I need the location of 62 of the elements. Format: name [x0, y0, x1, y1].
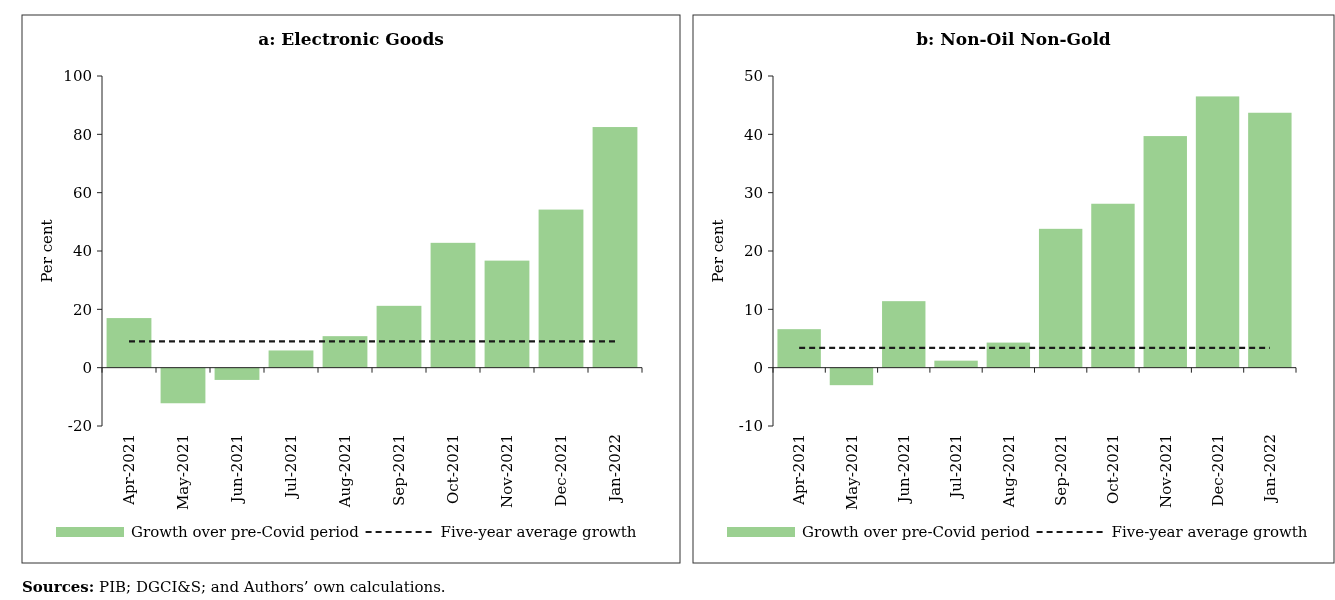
x-tick-label: Dec-2021: [552, 434, 571, 507]
y-tick-label: 0: [82, 358, 92, 377]
bar: [986, 342, 1031, 368]
x-tick-label: Sep-2021: [390, 434, 409, 506]
chart-title: a: Electronic Goods: [258, 29, 444, 49]
bar: [376, 305, 422, 368]
y-tick-label: 80: [72, 125, 92, 144]
x-tick-label: Jan-2022: [1261, 434, 1280, 504]
y-tick-label: 100: [63, 67, 92, 86]
bar: [322, 336, 368, 368]
bar: [538, 209, 584, 368]
x-tick-label: Jun-2021: [895, 434, 913, 505]
x-tick-label: Dec-2021: [1208, 434, 1227, 507]
y-tick-label: 20: [72, 300, 92, 319]
y-tick-label: 10: [743, 300, 763, 319]
x-tick-label: Nov-2021: [1156, 434, 1175, 508]
x-tick-label: Jul-2021: [282, 434, 301, 500]
x-tick-label: May-2021: [174, 434, 193, 511]
bar: [777, 329, 821, 368]
y-tick-label: 20: [743, 242, 763, 261]
bar: [1143, 136, 1187, 368]
x-tick-label: Nov-2021: [498, 434, 517, 508]
bar: [882, 301, 926, 368]
y-tick-label: 40: [72, 242, 92, 261]
y-tick-label: -10: [738, 417, 763, 436]
bar: [430, 242, 476, 368]
bar: [1195, 96, 1240, 368]
x-tick-label: Oct-2021: [444, 434, 463, 504]
legend-label: Growth over pre-Covid period: [131, 523, 360, 542]
legend-label: Five-year average growth: [1111, 523, 1308, 542]
bar: [1091, 203, 1135, 368]
y-tick-label: -20: [67, 417, 92, 436]
chart-title: b: Non-Oil Non-Gold: [916, 29, 1111, 49]
x-tick-label: Sep-2021: [1051, 434, 1070, 506]
x-tick-label: Oct-2021: [1104, 434, 1123, 504]
x-tick-label: May-2021: [842, 434, 861, 511]
bar: [106, 318, 152, 368]
y-tick-label: 30: [743, 183, 763, 202]
bar: [484, 260, 530, 368]
y-tick-label: 0: [753, 358, 763, 377]
y-tick-label: 40: [743, 125, 763, 144]
x-tick-label: Jan-2022: [606, 434, 625, 504]
y-axis-title: Per cent: [38, 219, 56, 283]
bar: [160, 367, 206, 404]
bar: [829, 367, 874, 386]
source-note: Sources: PIB; DGCI&S; and Authors’ own calculations.: [22, 578, 446, 596]
bar: [268, 350, 314, 368]
x-tick-label: Aug-2021: [336, 434, 355, 509]
y-tick-label: 60: [72, 183, 92, 202]
legend-label: Growth over pre-Covid period: [802, 523, 1031, 542]
x-tick-label: Aug-2021: [999, 434, 1018, 509]
legend-label: Five-year average growth: [440, 523, 637, 542]
bar: [592, 127, 638, 368]
bar: [214, 367, 260, 380]
x-tick-label: Apr-2021: [120, 434, 139, 506]
bar: [1038, 228, 1083, 368]
y-axis-title: Per cent: [709, 219, 727, 283]
x-tick-label: Jul-2021: [947, 434, 966, 500]
x-tick-label: Jun-2021: [228, 434, 247, 505]
bar: [1248, 112, 1292, 368]
y-tick-label: 50: [743, 67, 763, 86]
x-tick-label: Apr-2021: [790, 434, 809, 506]
